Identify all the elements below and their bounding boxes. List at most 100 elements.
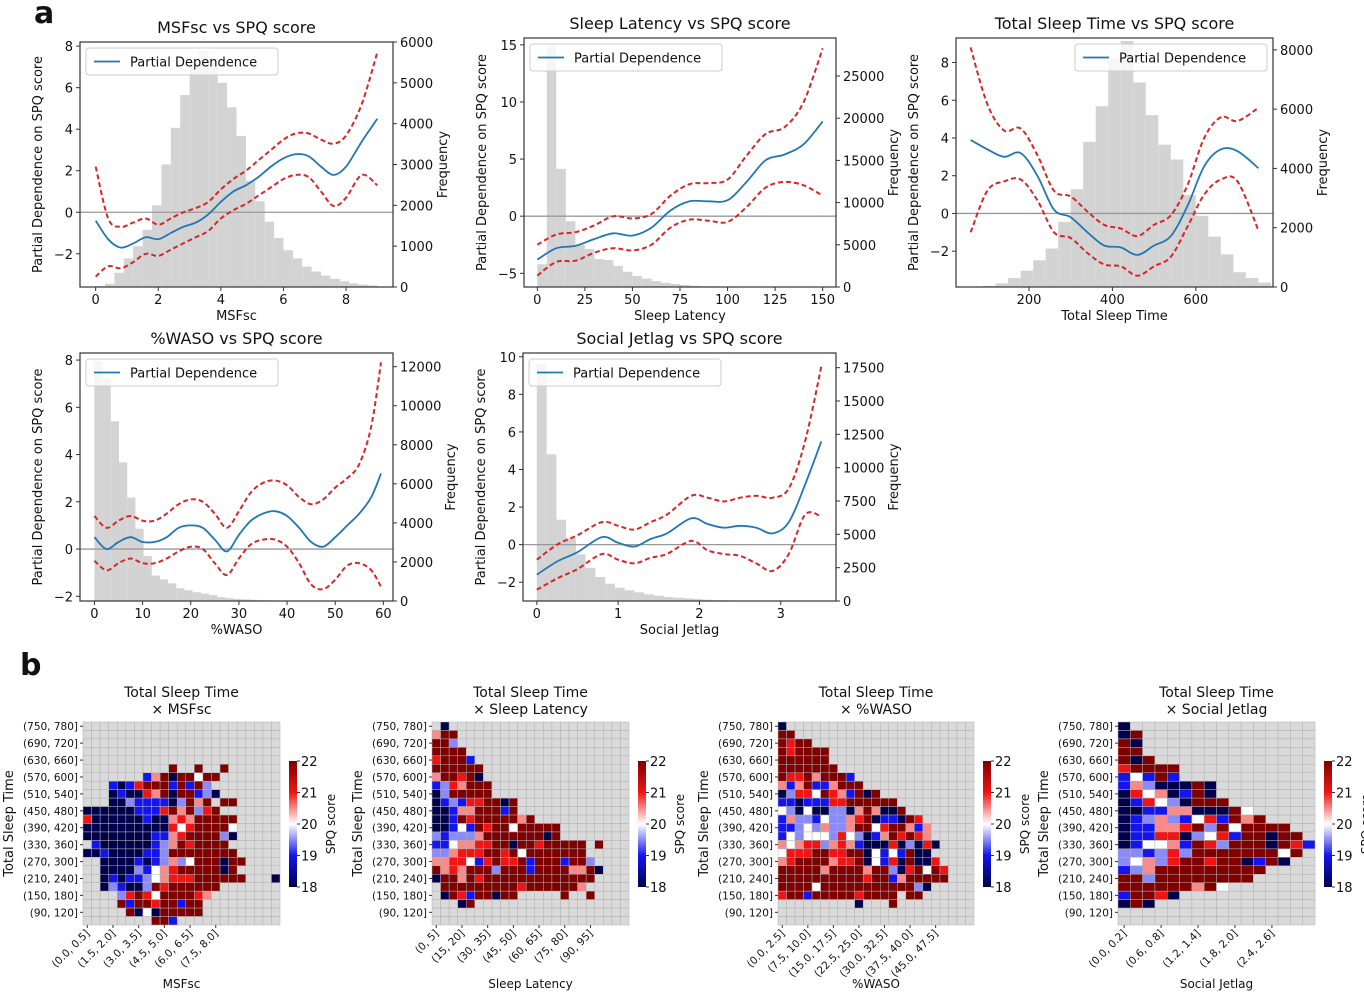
heatmap-cell-empty bbox=[845, 747, 855, 757]
heatmap-cell-empty bbox=[1203, 721, 1217, 731]
heatmap-cell-empty bbox=[1191, 890, 1205, 900]
heatmap-cell bbox=[517, 857, 527, 867]
heatmap-cell bbox=[517, 882, 527, 892]
heatmap-cell bbox=[897, 823, 907, 833]
heatmap-cell-empty bbox=[811, 738, 821, 748]
heatmap-cell bbox=[440, 874, 450, 883]
heatmap-cell bbox=[1117, 789, 1131, 799]
heatmap-cell bbox=[1117, 780, 1131, 790]
heatmap-cell-empty bbox=[1154, 721, 1168, 731]
heatmap-cell-empty bbox=[176, 730, 187, 740]
heatmap-cell bbox=[236, 857, 246, 867]
histogram-bar bbox=[1020, 270, 1034, 287]
heatmap-cell-empty bbox=[854, 764, 864, 774]
x-tick-label: 0 bbox=[533, 293, 541, 308]
heatmap-cell-empty bbox=[1203, 916, 1217, 926]
heatmap-cell-empty bbox=[228, 772, 238, 782]
heatmap-cell-empty bbox=[1253, 916, 1267, 926]
y-tick-label: (270, 300] bbox=[1058, 857, 1113, 869]
heatmap-cell-empty bbox=[611, 916, 621, 926]
heatmap-cell-empty bbox=[254, 747, 264, 757]
heatmap-cell-empty bbox=[134, 721, 144, 731]
heatmap-cell-empty bbox=[1253, 780, 1267, 790]
heatmap-cell bbox=[474, 857, 484, 867]
heatmap-cell-empty bbox=[271, 772, 281, 782]
heatmap-cell-empty bbox=[837, 747, 847, 757]
heatmap-cell-empty bbox=[956, 780, 966, 790]
heatmap-cell-empty bbox=[611, 848, 621, 858]
heatmap-cell bbox=[1117, 814, 1131, 824]
heatmap-cell bbox=[440, 857, 450, 867]
histogram-bar bbox=[673, 597, 684, 601]
heatmap-cell-empty bbox=[1265, 874, 1279, 883]
y-tick-label: (450, 480] bbox=[718, 806, 773, 818]
heatmap-cell bbox=[1167, 814, 1180, 824]
heatmap-cell-empty bbox=[603, 840, 613, 850]
x-axis-label: Social Jetlag bbox=[1180, 977, 1253, 991]
heatmap-cell bbox=[185, 907, 195, 917]
y-tick-label: (330, 360] bbox=[1058, 840, 1113, 852]
heatmap-cell-empty bbox=[176, 755, 187, 765]
heatmap-cell bbox=[888, 865, 898, 875]
heatmap-cell bbox=[837, 831, 847, 841]
histogram-bar bbox=[170, 127, 181, 287]
y-tick-label: 8 bbox=[508, 388, 516, 403]
heatmap-cell bbox=[185, 874, 195, 883]
heatmap-cell-empty bbox=[828, 747, 838, 757]
heatmap-cell-empty bbox=[965, 907, 975, 917]
heatmap-cell-empty bbox=[931, 916, 941, 926]
heatmap-cell-empty bbox=[948, 865, 958, 875]
heatmap-cell bbox=[888, 857, 898, 867]
heatmap-cell-empty bbox=[202, 755, 212, 765]
heatmap-cell bbox=[905, 857, 915, 867]
heatmap-cell bbox=[431, 806, 441, 816]
heatmap-cell-empty bbox=[525, 797, 536, 807]
heatmap-cell-empty bbox=[939, 755, 949, 765]
heatmap-cell-empty bbox=[151, 738, 161, 748]
heatmap-cell-empty bbox=[803, 730, 813, 740]
heatmap-cell-empty bbox=[271, 916, 281, 926]
y2-tick-label: 15000 bbox=[843, 395, 884, 410]
legend: Partial Dependence bbox=[85, 47, 279, 76]
histogram-bar bbox=[192, 592, 201, 601]
heatmap-cell bbox=[500, 882, 510, 892]
heatmap-cell bbox=[440, 806, 450, 816]
heatmap-cell bbox=[786, 806, 796, 816]
heatmap-cell-empty bbox=[236, 721, 246, 731]
heatmap-cell-empty bbox=[491, 721, 501, 731]
heatmap-cell bbox=[508, 848, 518, 858]
heatmap-cell bbox=[117, 899, 127, 909]
heatmap-cell bbox=[517, 823, 527, 833]
heatmap-cell bbox=[91, 831, 101, 841]
heatmap-cell-empty bbox=[1302, 797, 1316, 807]
heatmap-cell bbox=[551, 823, 561, 833]
heatmap-cell-empty bbox=[560, 738, 570, 748]
heatmap-cell-empty bbox=[99, 797, 109, 807]
heatmap-cell bbox=[811, 747, 821, 757]
heatmap-cell bbox=[551, 840, 561, 850]
heatmap-cell-empty bbox=[1265, 747, 1279, 757]
heatmap-cell bbox=[525, 848, 536, 858]
heatmap-cell-empty bbox=[828, 738, 838, 748]
y-tick-label: (630, 660] bbox=[718, 755, 773, 767]
heatmap-cell-empty bbox=[219, 730, 229, 740]
heatmap-cell bbox=[448, 848, 458, 858]
heatmap-cell-empty bbox=[585, 916, 595, 926]
heatmap-cell bbox=[151, 890, 161, 900]
heatmap-cell-empty bbox=[603, 772, 613, 782]
heatmap-cell bbox=[880, 797, 890, 807]
heatmap-cell bbox=[219, 823, 229, 833]
heatmap-cell-empty bbox=[948, 882, 958, 892]
heatmap-cell-empty bbox=[185, 755, 195, 765]
heatmap-title-line-1: Total Sleep Time bbox=[1158, 685, 1274, 701]
heatmap-cell bbox=[491, 848, 501, 858]
heatmap-cell bbox=[185, 814, 195, 824]
heatmap-cell-empty bbox=[845, 907, 855, 917]
heatmap-cell-empty bbox=[965, 806, 975, 816]
heatmap-cell bbox=[202, 865, 212, 875]
heatmap-cell bbox=[1117, 857, 1131, 867]
heatmap-cell-empty bbox=[551, 721, 561, 731]
heatmap-cell-empty bbox=[440, 916, 450, 926]
heatmap-cell-empty bbox=[871, 721, 881, 731]
